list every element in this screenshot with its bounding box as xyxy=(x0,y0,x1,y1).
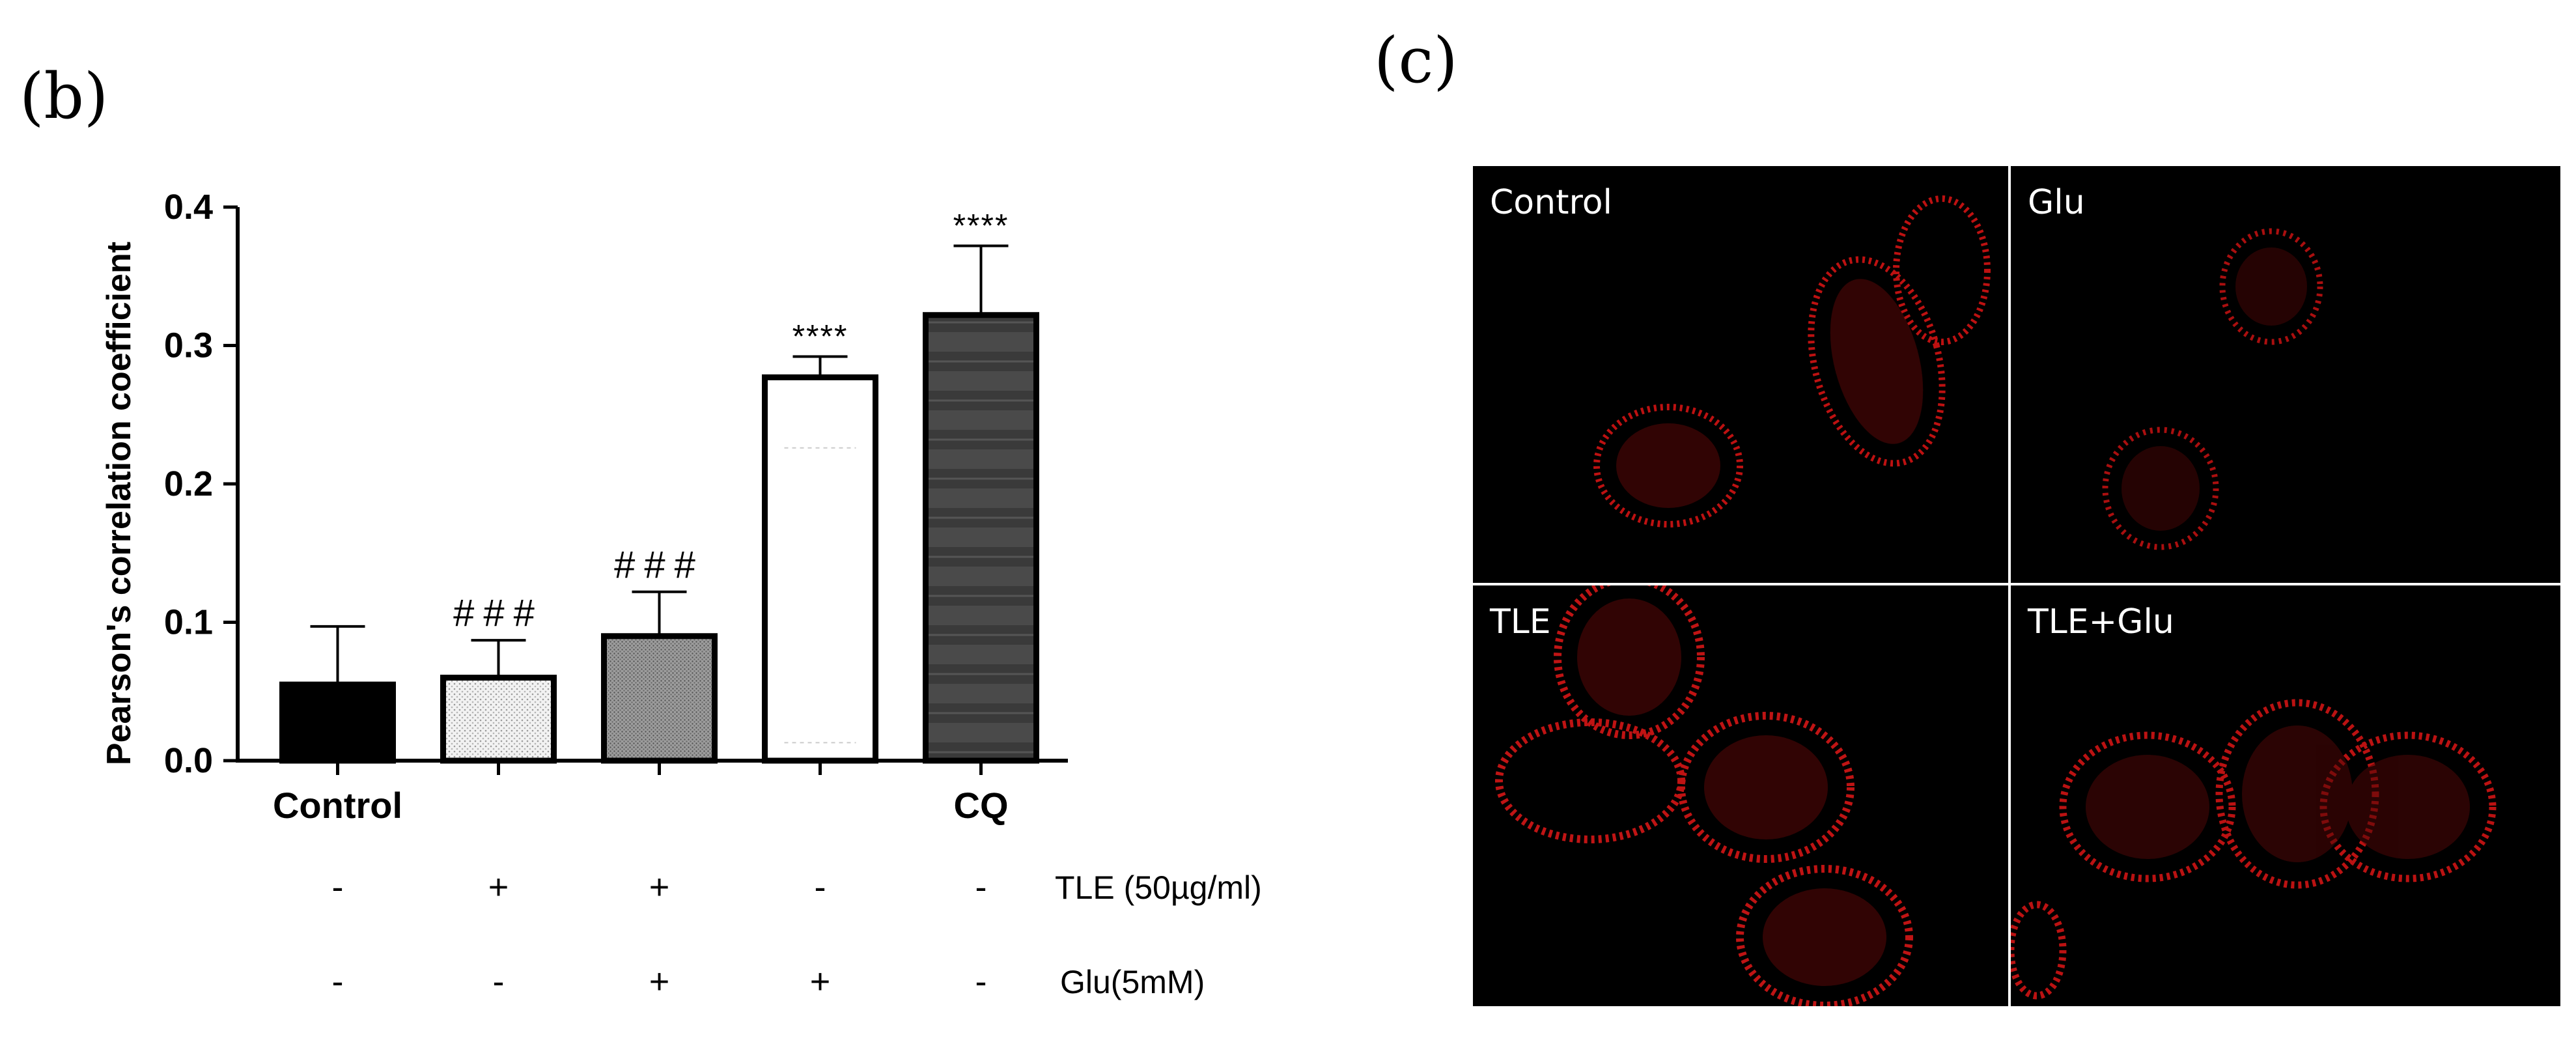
bar xyxy=(440,675,557,764)
chart-labels: 0.0 0.1 0.2 0.3 0.4 Pearson's correlation coe… xyxy=(100,188,1009,826)
image-glu: Glu xyxy=(2011,166,2560,583)
significance-label: ### xyxy=(614,544,705,586)
condition-cell: - xyxy=(493,962,505,1001)
tle-glu-cells-image xyxy=(2011,699,2497,1000)
microscopy-grid: Control Glu xyxy=(1473,166,2560,1006)
bar-chart: 0.0 0.1 0.2 0.3 0.4 Pearson's correlation coe… xyxy=(100,188,1262,1001)
condition-cell: - xyxy=(975,867,987,907)
condition-cell: - xyxy=(975,962,987,1001)
image-tle: TLE xyxy=(1473,585,2008,1006)
bar xyxy=(923,312,1039,764)
panel-c-letter: (c) xyxy=(1374,24,1458,97)
significance-label: **** xyxy=(792,318,848,355)
condition-cell: - xyxy=(332,867,344,907)
category-label: CQ xyxy=(954,785,1009,826)
y-axis-label: Pearson's correlation coefficient xyxy=(100,242,138,765)
significance-label: ### xyxy=(453,592,544,634)
condition-cell: + xyxy=(649,962,670,1001)
glu-cells-image xyxy=(2102,228,2323,550)
category-label: Control xyxy=(273,785,402,826)
image-tle-glu: TLE+Glu xyxy=(2011,585,2560,1006)
y-tick-label: 0.2 xyxy=(164,464,213,503)
bar xyxy=(601,633,718,764)
condition-cell: + xyxy=(810,962,831,1001)
bar xyxy=(762,374,878,764)
y-tick-label: 0.4 xyxy=(164,188,213,227)
condition-table: - - + - + + - + - - TLE (50µg/ml) Glu(5mM) xyxy=(332,867,1262,1001)
y-tick-label: 0.3 xyxy=(164,326,213,365)
chart-bars xyxy=(279,244,1039,764)
image-label-control: Control xyxy=(1490,183,1612,222)
condition-cell: - xyxy=(815,867,826,907)
image-label-tle: TLE xyxy=(1490,602,1551,641)
condition-cell: - xyxy=(332,962,344,1001)
y-tick-label: 0.1 xyxy=(164,603,213,642)
significance-label: **** xyxy=(953,208,1009,244)
bar xyxy=(279,681,396,764)
condition-cell: + xyxy=(488,867,509,907)
image-label-glu: Glu xyxy=(2028,183,2085,222)
condition-cell: + xyxy=(649,867,670,907)
control-cells-image xyxy=(1593,195,1991,528)
y-tick-label: 0.0 xyxy=(164,741,213,780)
condition-label: TLE (50µg/ml) xyxy=(1055,869,1262,906)
image-label-tle-glu: TLE+Glu xyxy=(2028,602,2174,641)
tle-cells-image xyxy=(1495,585,1913,1006)
condition-label: Glu(5mM) xyxy=(1060,964,1205,1000)
panel-b-letter: (b) xyxy=(20,60,109,133)
image-control: Control xyxy=(1473,166,2008,583)
